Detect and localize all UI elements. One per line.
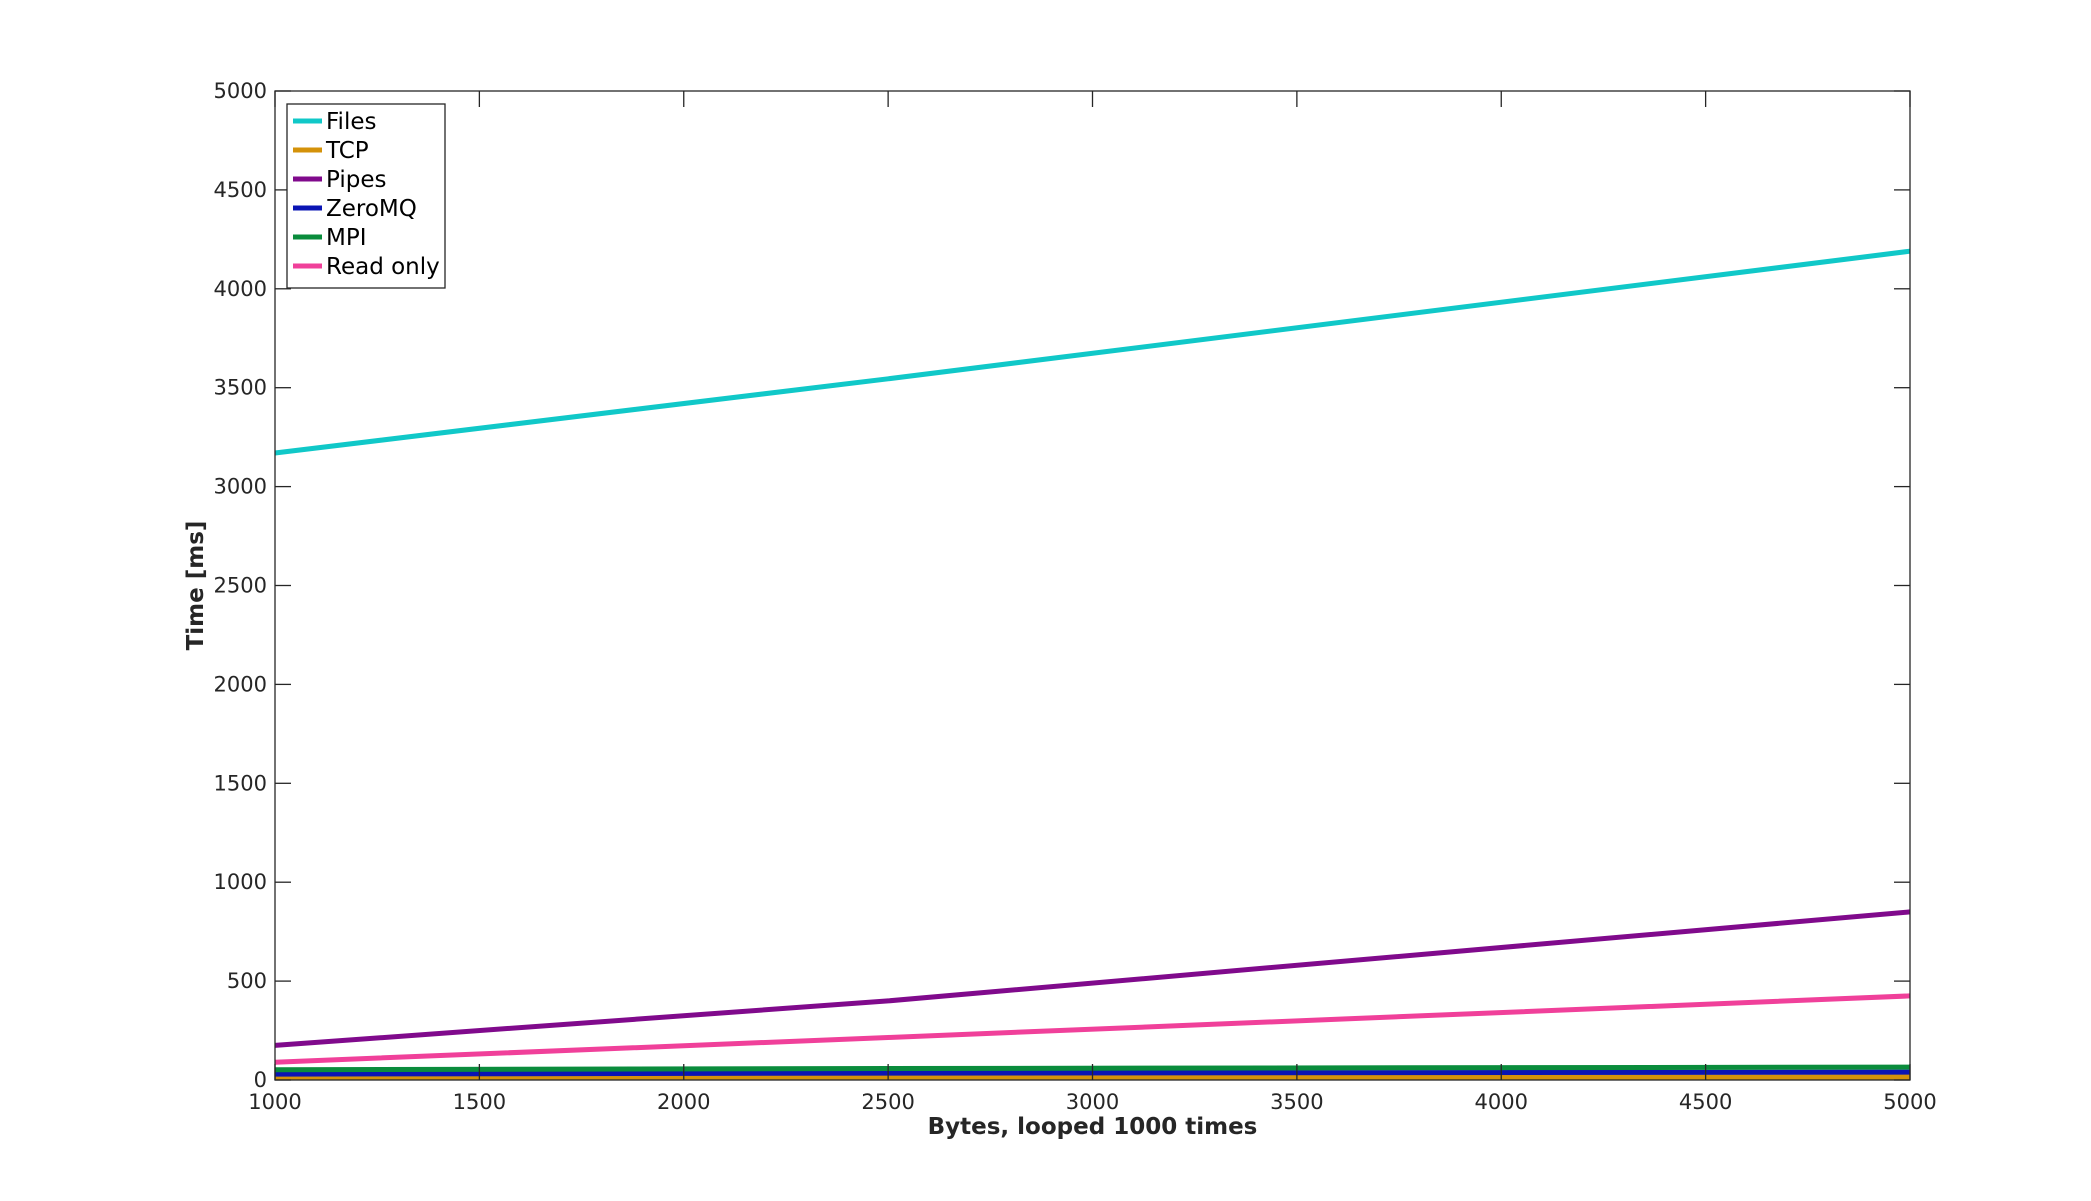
y-tick-label: 3000 bbox=[214, 475, 267, 499]
series-line-read-only bbox=[274, 993, 1911, 1065]
y-tick-label: 4000 bbox=[214, 277, 267, 301]
y-tick-label: 5000 bbox=[214, 79, 267, 103]
y-tick-label: 2000 bbox=[214, 672, 267, 696]
legend-label: TCP bbox=[325, 138, 369, 164]
y-tick-label: 500 bbox=[227, 969, 267, 993]
legend: Files TCP Pipes ZeroMQ MPI Read only bbox=[286, 103, 446, 289]
x-tick-label: 3500 bbox=[1270, 1090, 1323, 1114]
legend-label: Read only bbox=[326, 254, 440, 280]
axis-ticks bbox=[274, 90, 1911, 1081]
series-line-pipes bbox=[274, 909, 1911, 1048]
x-tick-label: 3000 bbox=[1066, 1090, 1119, 1114]
y-axis-title: Time [ms] bbox=[183, 521, 209, 651]
x-tick-label: 4500 bbox=[1679, 1090, 1732, 1114]
y-tick-label: 1000 bbox=[214, 870, 267, 894]
x-tick-label: 1500 bbox=[453, 1090, 506, 1114]
x-axis-title: Bytes, looped 1000 times bbox=[928, 1114, 1258, 1140]
y-tick-label: 0 bbox=[254, 1068, 267, 1092]
x-tick-label: 1000 bbox=[248, 1090, 301, 1114]
y-axis-tick-labels: 0 500 1000 1500 2000 2500 3000 3500 4000 4500 5000 bbox=[214, 79, 267, 1092]
legend-label: Pipes bbox=[326, 167, 387, 193]
x-tick-label: 4000 bbox=[1475, 1090, 1528, 1114]
legend-label: Files bbox=[326, 109, 376, 135]
y-tick-label: 1500 bbox=[214, 771, 267, 795]
legend-label: ZeroMQ bbox=[326, 196, 417, 222]
y-tick-label: 4500 bbox=[214, 178, 267, 202]
series-line-files bbox=[274, 248, 1911, 456]
legend-box bbox=[286, 103, 446, 289]
series-lines bbox=[274, 248, 1911, 1081]
legend-label: MPI bbox=[326, 225, 367, 251]
x-tick-label: 5000 bbox=[1883, 1090, 1936, 1114]
y-tick-label: 3500 bbox=[214, 376, 267, 400]
x-axis-tick-labels: 1000 1500 2000 2500 3000 3500 4000 4500 5000 bbox=[248, 1090, 1936, 1114]
y-tick-label: 2500 bbox=[214, 574, 267, 598]
x-tick-label: 2000 bbox=[657, 1090, 710, 1114]
x-tick-label: 2500 bbox=[861, 1090, 914, 1114]
